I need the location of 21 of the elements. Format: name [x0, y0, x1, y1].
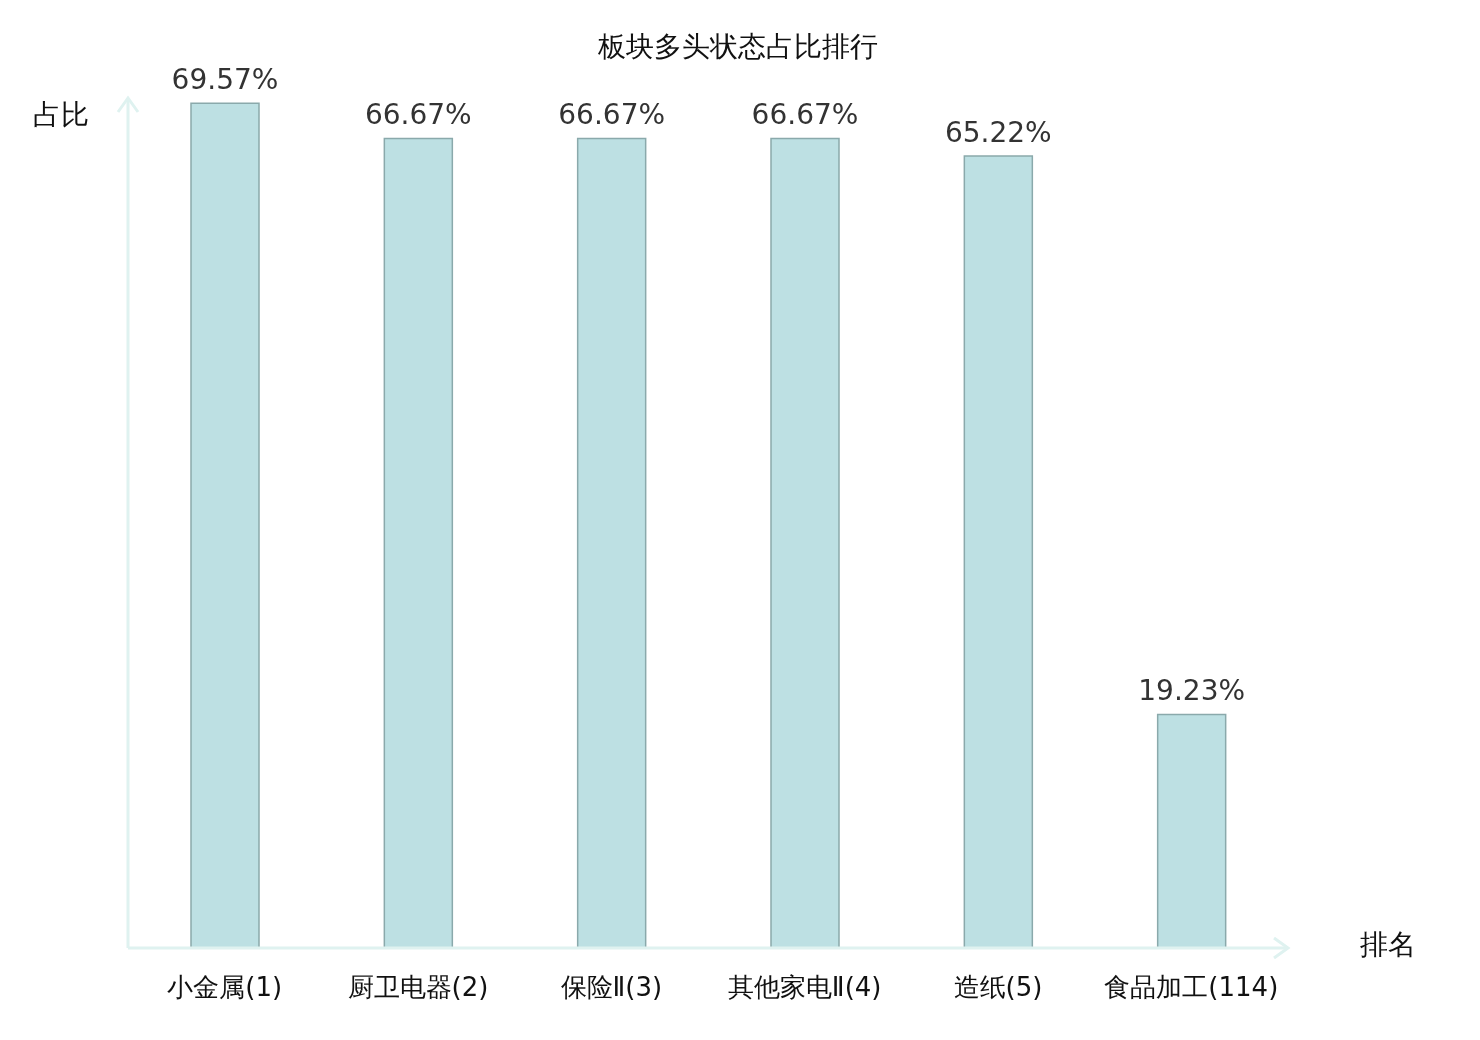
bar: [1156, 713, 1227, 948]
x-tick-label: 厨卫电器(2): [347, 972, 489, 1002]
bar: [770, 137, 840, 948]
bar: [963, 155, 1034, 948]
bar: [190, 102, 260, 948]
data-label: 66.67%: [558, 98, 666, 132]
x-tick-label: 食品加工(114): [1104, 972, 1279, 1002]
data-label: 66.67%: [364, 98, 472, 132]
bar: [576, 137, 647, 948]
x-tick-label: 小金属(1): [167, 972, 283, 1002]
x-tick-label: 保险Ⅱ(3): [560, 972, 663, 1002]
x-axis-title: 排名: [1360, 927, 1416, 963]
data-label: 69.57%: [171, 63, 279, 97]
data-label: 66.67%: [751, 98, 859, 132]
bar: [383, 137, 454, 948]
chart-title: 板块多头状态占比排行: [598, 30, 878, 63]
data-label: 65.22%: [944, 116, 1052, 150]
x-tick-label: 造纸(5): [953, 972, 1043, 1002]
x-tick-label: 其他家电Ⅱ(4): [727, 972, 882, 1002]
data-label: 19.23%: [1138, 674, 1246, 708]
y-axis-title: 占比: [33, 97, 89, 133]
